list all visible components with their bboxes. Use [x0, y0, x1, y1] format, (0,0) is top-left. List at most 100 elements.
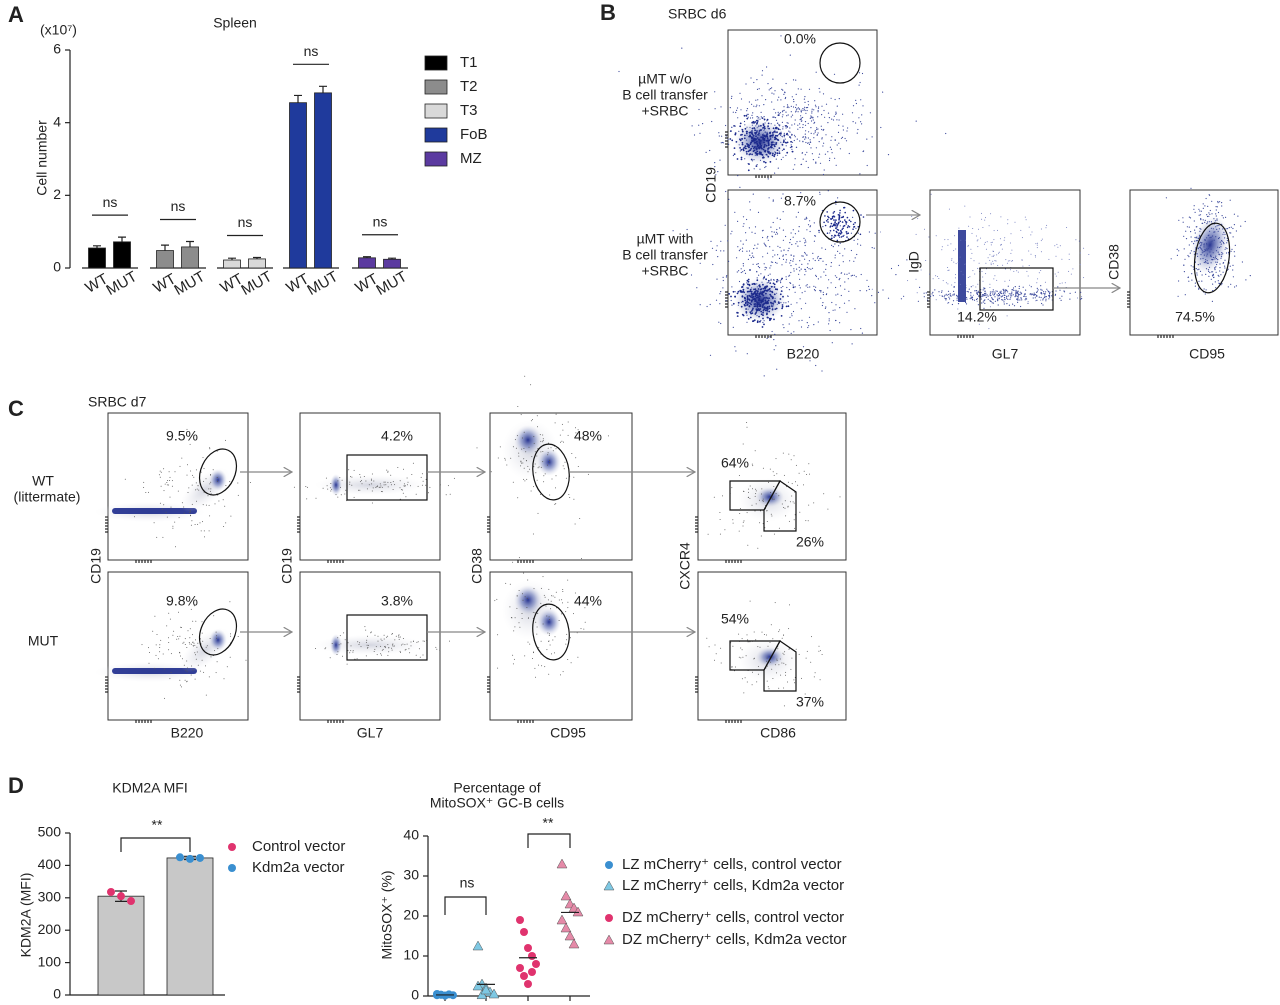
event-dot	[388, 651, 390, 653]
event-dot	[521, 448, 523, 450]
event-dot	[782, 255, 784, 257]
event-dot	[774, 152, 777, 154]
event-dot	[542, 440, 544, 441]
event-dot	[513, 630, 515, 632]
event-dot	[1009, 260, 1011, 262]
event-dot	[720, 647, 722, 649]
event-dot	[1037, 242, 1038, 244]
event-dot	[370, 632, 372, 634]
gate	[819, 201, 861, 243]
event-dot	[367, 644, 369, 646]
event-dot	[532, 611, 534, 613]
event-dot	[761, 631, 763, 633]
event-dot	[740, 268, 742, 270]
event-dot	[733, 125, 735, 127]
event-dot	[522, 462, 524, 464]
event-dot	[759, 295, 761, 298]
event-dot	[985, 292, 987, 294]
event-dot	[746, 296, 749, 298]
event-dot	[967, 291, 970, 293]
event-dot	[1054, 273, 1056, 275]
event-dot	[800, 163, 802, 166]
event-dot	[719, 303, 721, 305]
event-dot	[795, 216, 797, 218]
event-dot	[1027, 275, 1029, 277]
event-dot	[558, 599, 560, 601]
event-dot	[366, 644, 368, 646]
bar	[289, 102, 307, 269]
event-dot	[786, 106, 788, 109]
event-dot	[765, 267, 768, 269]
event-dot	[552, 639, 554, 641]
event-dot	[1227, 268, 1229, 270]
event-dot	[791, 243, 793, 246]
event-dot	[844, 281, 846, 283]
event-dot	[1025, 289, 1027, 291]
event-dot	[774, 117, 777, 119]
event-dot	[1220, 246, 1222, 248]
event-dot	[735, 141, 738, 143]
event-dot	[783, 507, 785, 508]
event-dot	[209, 448, 211, 450]
event-dot	[718, 135, 720, 137]
event-dot	[825, 220, 828, 222]
event-dot	[416, 641, 418, 643]
event-dot	[1035, 243, 1037, 245]
event-dot	[148, 662, 150, 664]
event-dot	[983, 292, 986, 295]
event-dot	[750, 303, 752, 306]
event-dot	[192, 669, 194, 671]
event-dot	[163, 504, 165, 506]
event-dot	[542, 461, 544, 463]
event-dot	[152, 630, 154, 632]
event-dot	[747, 287, 749, 289]
event-dot	[778, 257, 781, 259]
event-dot	[1027, 301, 1029, 302]
event-dot	[1215, 266, 1217, 268]
event-dot	[1196, 274, 1198, 276]
event-dot	[795, 104, 797, 106]
event-dot	[293, 486, 295, 488]
event-dot	[839, 148, 842, 150]
event-dot	[859, 81, 861, 84]
event-dot	[794, 136, 796, 138]
event-dot	[799, 119, 801, 121]
event-dot	[526, 597, 528, 599]
event-dot	[733, 147, 736, 150]
event-dot	[853, 226, 855, 228]
event-dot	[546, 649, 548, 651]
event-dot	[166, 625, 168, 627]
event-dot	[1007, 260, 1009, 262]
event-dot	[819, 289, 821, 292]
event-dot	[186, 671, 188, 673]
event-dot	[941, 249, 943, 251]
event-dot	[736, 292, 739, 295]
event-dot	[804, 109, 806, 112]
event-dot	[749, 290, 752, 293]
event-dot	[799, 278, 801, 280]
event-dot	[1205, 197, 1207, 200]
event-dot	[820, 297, 822, 299]
event-dot	[544, 666, 546, 668]
event-dot	[518, 622, 520, 624]
event-dot	[766, 680, 768, 682]
event-dot	[780, 132, 782, 135]
event-dot	[819, 91, 821, 93]
event-dot	[834, 243, 836, 245]
event-dot	[739, 513, 741, 514]
event-dot	[824, 248, 827, 250]
event-dot	[533, 486, 535, 488]
event-dot	[786, 286, 788, 289]
event-dot	[762, 303, 765, 306]
event-dot	[672, 230, 674, 232]
event-dot	[829, 146, 832, 148]
event-dot	[1211, 213, 1213, 215]
event-dot	[1233, 213, 1235, 215]
event-dot	[392, 489, 394, 490]
event-dot	[1223, 243, 1225, 245]
gate-percent: 14.2%	[957, 309, 997, 325]
event-dot	[809, 220, 811, 222]
event-dot	[860, 121, 862, 123]
event-dot	[825, 103, 828, 105]
event-dot	[727, 138, 729, 140]
